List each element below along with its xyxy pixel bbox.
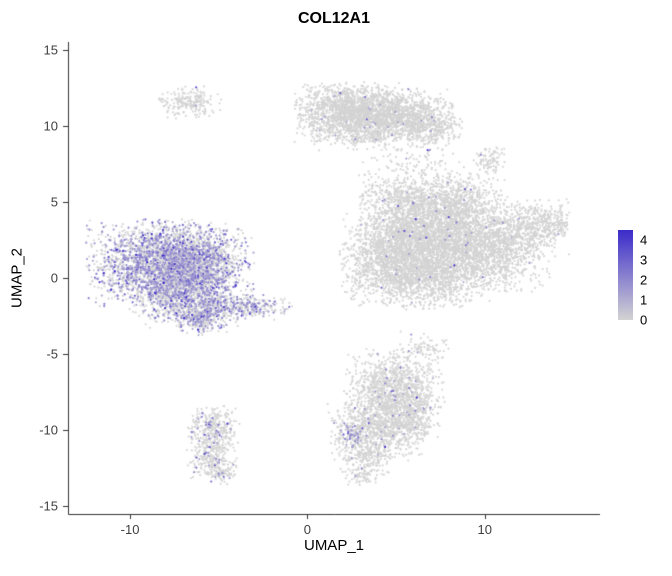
x-tick-label: 10 [477,522,492,537]
legend-tick-label: 0 [640,312,648,328]
y-tick-label: -15 [39,498,58,514]
legend-tick-label: 3 [640,252,648,268]
x-axis-label: UMAP_1 [303,537,365,554]
y-tick-label: -10 [39,422,58,438]
y-tick-label: 10 [43,118,58,134]
y-axis-label: UMAP_2 [8,247,26,309]
legend-gradient-bar [618,230,633,320]
y-tick-label: 5 [50,194,58,210]
y-tick-label: 0 [50,270,58,286]
x-tick-label: 0 [303,522,312,537]
x-tick-label: -10 [120,522,140,537]
legend-tick-label: 1 [640,292,648,308]
plot-title: COL12A1 [297,10,371,27]
y-tick-label: 15 [43,42,58,58]
legend-tick-label: 4 [640,232,648,248]
y-tick-label: -5 [46,346,58,362]
legend-tick-label: 2 [640,272,648,288]
